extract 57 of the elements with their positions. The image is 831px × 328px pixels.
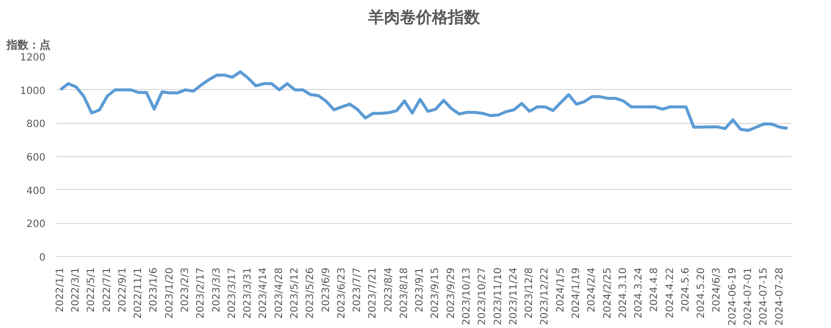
x-tick-label: 2024.5.6 bbox=[680, 268, 692, 312]
x-tick-label: 2023/3/17 bbox=[226, 267, 238, 319]
x-tick-label: 2024-07-01 bbox=[742, 267, 754, 326]
x-tick-label: 2023/3/3 bbox=[211, 267, 222, 312]
x-tick-label: 2024/1/5 bbox=[555, 267, 566, 312]
line-series bbox=[58, 70, 790, 132]
x-tick-label: 2023/11/24 bbox=[508, 267, 520, 326]
x-tick-label: 2022/5/1 bbox=[86, 267, 98, 312]
x-tick-label: 2023/4/28 bbox=[274, 267, 285, 319]
x-tick-label: 2024.4.22 bbox=[664, 267, 676, 318]
y-tick-label: 400 bbox=[26, 186, 46, 197]
x-tick-label: 2023/10/13 bbox=[462, 267, 473, 326]
x-tick-label: 2023/1/20 bbox=[164, 267, 176, 319]
x-tick-label: 2023/9/15 bbox=[430, 267, 442, 319]
x-tick-label: 2024.5.20 bbox=[696, 267, 708, 318]
x-tick-label: 2023/4/14 bbox=[258, 267, 270, 319]
x-tick-label: 2024.3.24 bbox=[634, 267, 645, 318]
x-tick-label: 2024/1/19 bbox=[570, 267, 582, 319]
x-tick-label: 2023/8/18 bbox=[398, 267, 410, 319]
text: 指数：点 bbox=[6, 38, 50, 52]
x-tick-label: 2022/7/1 bbox=[102, 267, 113, 312]
y-tick-label: 200 bbox=[26, 219, 46, 230]
x-tick-label: 2023/6/9 bbox=[320, 267, 332, 312]
x-tick-label: 2024/2/25 bbox=[602, 267, 614, 319]
x-tick-label: 2023/7/7 bbox=[352, 267, 364, 312]
x-tick-label: 2024/6/3 bbox=[712, 267, 723, 312]
x-tick-label: 2022/11/1 bbox=[133, 267, 144, 319]
y-tick-label: 800 bbox=[26, 119, 46, 130]
x-tick-label: 2023/11/10 bbox=[492, 267, 504, 326]
x-tick-label: 2023/12/22 bbox=[540, 267, 551, 326]
x-tick-label: 2022/3/1 bbox=[70, 267, 82, 312]
x-tick-label: 2024-07-28 bbox=[774, 267, 786, 326]
y-tick-label: 1000 bbox=[20, 86, 46, 97]
x-tick-label: 2023/9/1 bbox=[414, 267, 426, 312]
x-tick-label: 2023/2/17 bbox=[196, 267, 207, 319]
x-tick-label: 2023/6/23 bbox=[336, 267, 348, 319]
x-tick-label: 2023/8/4 bbox=[383, 267, 394, 312]
chart-title: 羊肉卷价格指数 bbox=[367, 8, 481, 26]
x-tick-label: 2024/2/4 bbox=[586, 267, 598, 312]
x-tick-label: 2023/9/29 bbox=[446, 267, 457, 319]
x-tick-label: 2023/3/31 bbox=[242, 267, 254, 319]
y-tick-label: 0 bbox=[39, 252, 46, 264]
x-tick-label: 2023/2/3 bbox=[180, 267, 192, 312]
x-tick-label: 2023/5/12 bbox=[289, 267, 300, 319]
y-tick-label: 1200 bbox=[20, 52, 46, 64]
x-tick-label: 2023/7/21 bbox=[368, 267, 379, 319]
x-tick-label: 2023/10/27 bbox=[477, 267, 488, 326]
x-tick-label: 2023/1/6 bbox=[148, 267, 160, 312]
x-tick-label: 2022/1/1 bbox=[54, 267, 66, 312]
y-tick-label: 600 bbox=[26, 152, 46, 164]
x-tick-label: 2023/5/26 bbox=[305, 267, 316, 319]
x-tick-label: 2024.3.10 bbox=[618, 267, 629, 318]
x-tick-label: 2024.4.8 bbox=[649, 268, 660, 312]
x-tick-label: 2023/12/8 bbox=[524, 267, 536, 319]
x-tick-label: 2024-07-15 bbox=[758, 267, 770, 326]
x-tick-label: 2024-06-19 bbox=[727, 267, 738, 326]
x-tick-label: 2022/9/1 bbox=[117, 267, 128, 312]
